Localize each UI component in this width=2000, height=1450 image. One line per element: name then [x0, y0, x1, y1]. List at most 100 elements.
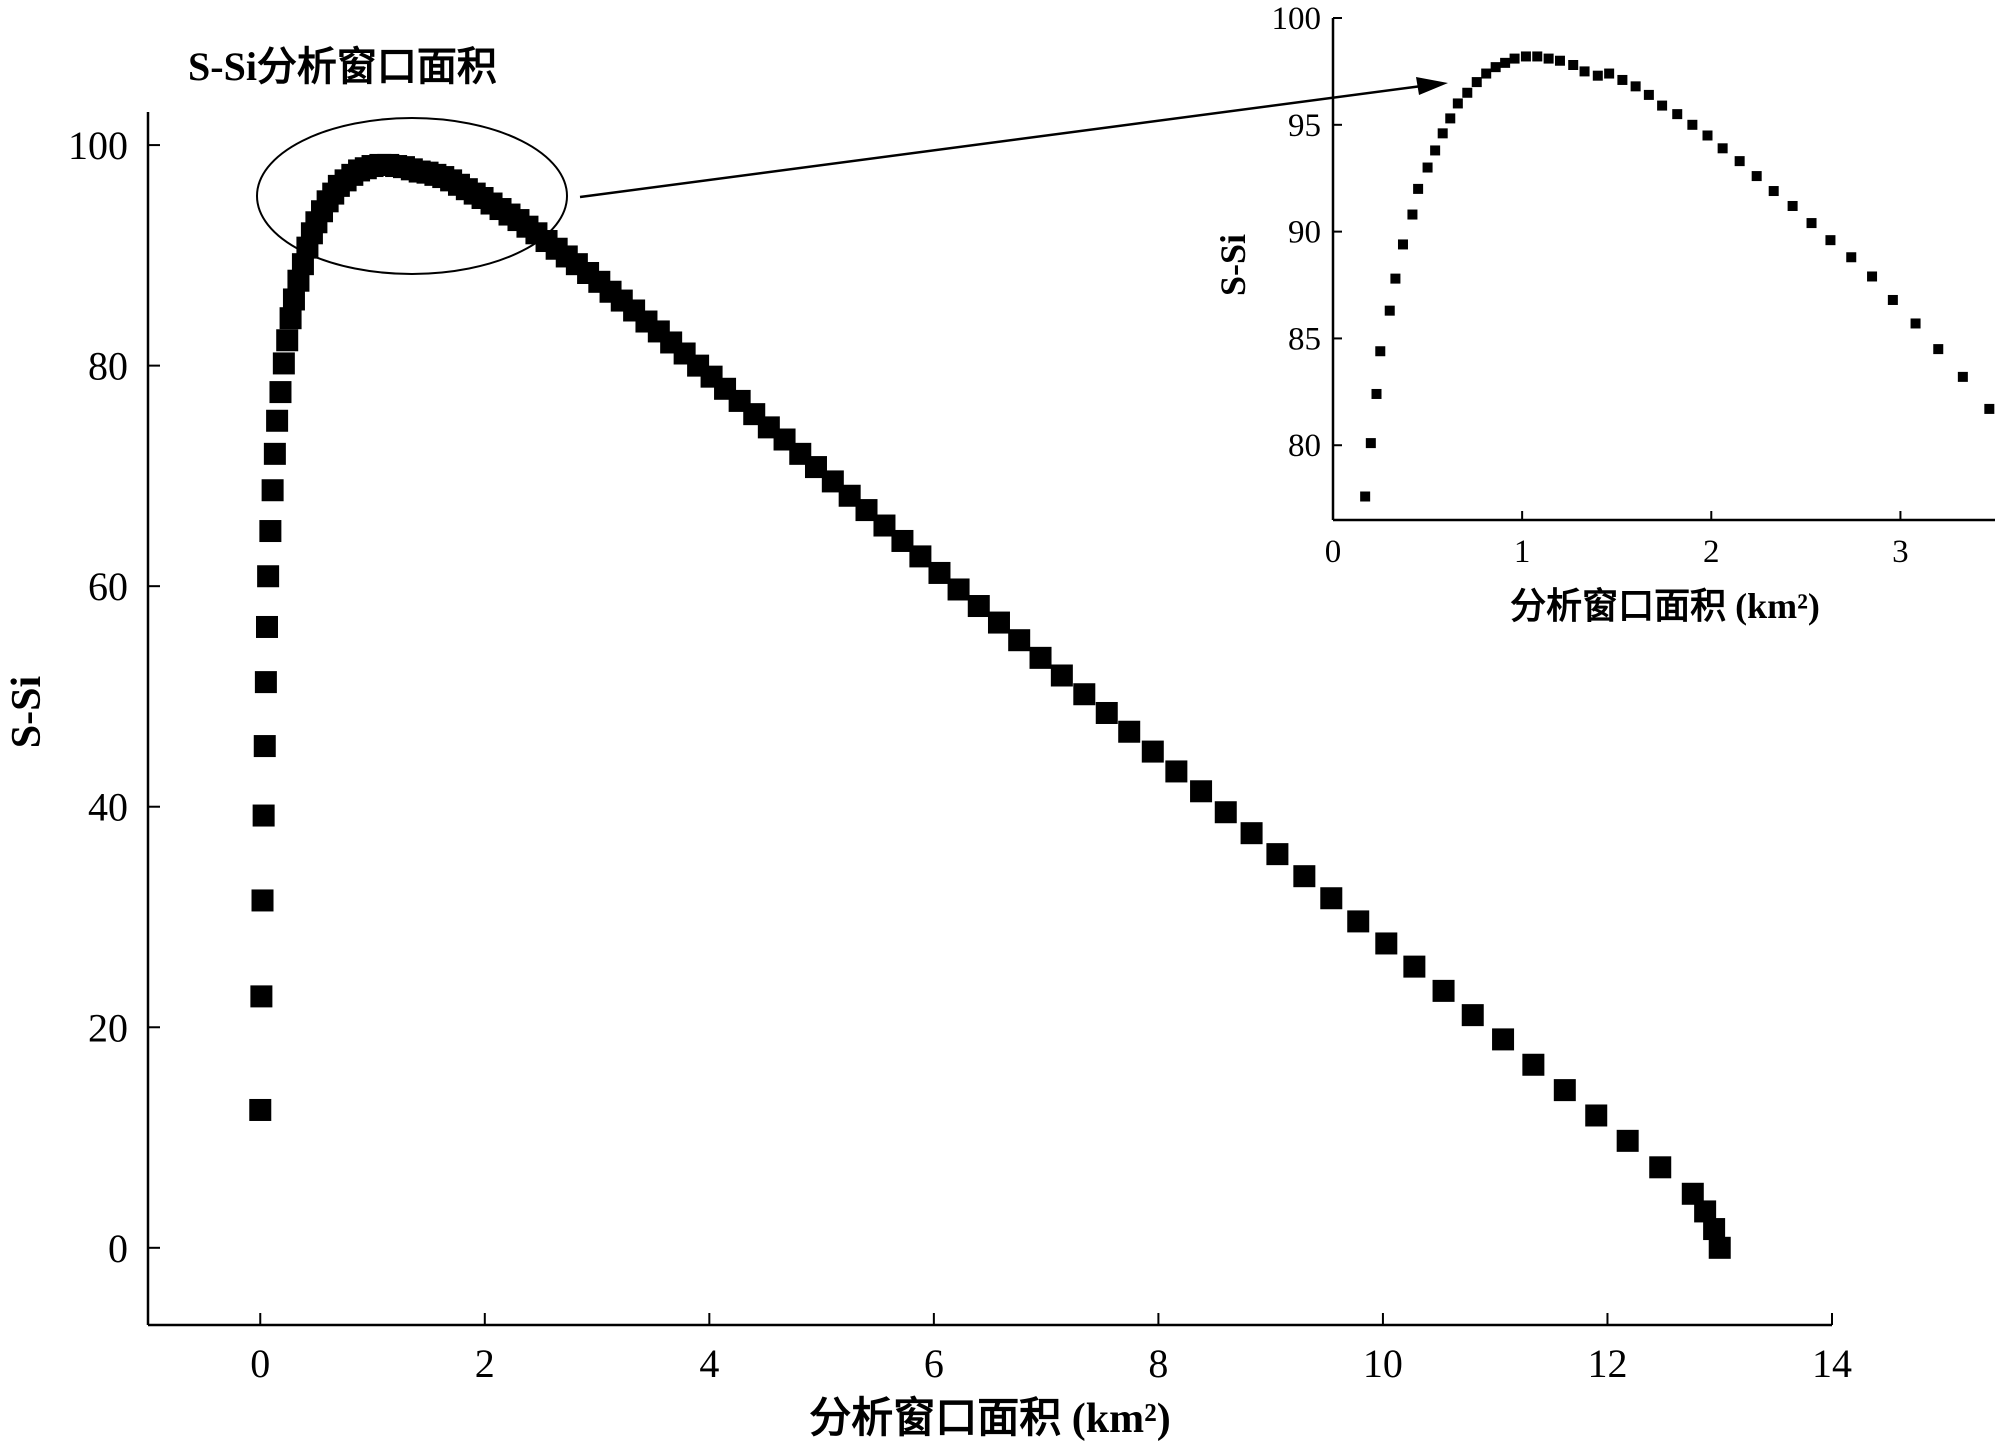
main-data-point: [1492, 1028, 1515, 1051]
inset-data-point: [1407, 209, 1418, 220]
main-x-tick-label: 14: [1812, 1341, 1852, 1386]
main-data-point: [967, 595, 990, 618]
inset-data-point: [1360, 491, 1371, 502]
inset-data-point: [1462, 87, 1473, 98]
main-data-point: [987, 611, 1010, 634]
inset-data-point: [1579, 66, 1590, 77]
main-y-tick-label: 60: [88, 564, 128, 609]
main-data-point: [287, 269, 310, 292]
main-data-point: [928, 561, 951, 584]
main-data-point: [256, 615, 279, 638]
inset-data-point: [1543, 53, 1554, 64]
main-data-point: [1708, 1236, 1731, 1259]
main-data-point: [1703, 1218, 1726, 1241]
inset-data-point: [1532, 51, 1543, 62]
main-y-tick-label: 100: [68, 123, 128, 168]
main-data-point: [909, 545, 932, 568]
inset-x-axis-title: 分析窗口面积 (km²): [1510, 586, 1820, 626]
inset-data-point: [1520, 51, 1531, 62]
inset-data-point: [1437, 128, 1448, 139]
inset-data-point: [1657, 100, 1668, 111]
main-data-point: [266, 409, 289, 432]
main-data-point: [249, 1098, 272, 1121]
main-data-point: [1681, 1182, 1704, 1205]
inset-data-point: [1643, 89, 1654, 100]
main-data-points: [249, 153, 1731, 1259]
inset-data-point: [1413, 183, 1424, 194]
main-x-tick-label: 6: [924, 1341, 944, 1386]
inset-data-point: [1787, 200, 1798, 211]
main-chart-title: S-Si分析窗口面积: [188, 44, 497, 89]
inset-data-point: [1984, 403, 1995, 414]
inset-y-ticks: 80 85 90 95 100: [1272, 1, 1342, 464]
inset-data-point: [1375, 346, 1386, 357]
inset-x-tick-label: 1: [1514, 534, 1531, 570]
main-y-ticks: 0 20 40 60 80 100: [68, 123, 160, 1271]
peak-highlight-ellipse: [256, 117, 568, 275]
inset-data-point: [1702, 130, 1713, 141]
inset-data-point: [1481, 68, 1492, 79]
main-data-point: [1694, 1200, 1717, 1223]
main-y-tick-label: 0: [108, 1226, 128, 1271]
inset-x-ticks: 0 1 2 3: [1325, 511, 1909, 570]
main-data-point: [259, 520, 282, 543]
inset-data-point: [1672, 109, 1683, 120]
inset-y-tick-label: 80: [1288, 428, 1321, 464]
main-x-tick-label: 2: [475, 1341, 495, 1386]
main-data-point: [1050, 664, 1073, 687]
inset-data-point: [1717, 143, 1728, 154]
main-data-point: [250, 985, 273, 1008]
inset-data-point: [1604, 68, 1615, 79]
inset-data-point: [1422, 162, 1433, 173]
inset-data-point: [1867, 271, 1878, 282]
inset-data-point: [1397, 239, 1408, 250]
inset-data-point: [1490, 62, 1501, 73]
inset-data-point: [1617, 74, 1628, 85]
main-data-point: [253, 735, 276, 758]
inset-y-tick-label: 100: [1272, 1, 1322, 37]
main-data-point: [947, 578, 970, 601]
main-x-tick-label: 12: [1587, 1341, 1627, 1386]
main-data-point: [269, 381, 292, 404]
main-data-point: [1293, 865, 1316, 888]
inset-data-point: [1371, 388, 1382, 399]
inset-data-point: [1390, 273, 1401, 284]
main-data-point: [1095, 701, 1118, 724]
main-y-axis-title: S-Si: [4, 675, 50, 748]
callout-arrow-line: [579, 84, 1423, 199]
main-data-point: [1403, 955, 1426, 978]
inset-data-point: [1592, 70, 1603, 81]
inset-data-point: [1933, 344, 1944, 355]
inset-chart: 80 85 90 95 100 0 1 2 3 S-Si 分析窗口面积 (km²): [1213, 1, 1995, 626]
main-data-point: [279, 307, 302, 330]
inset-data-point: [1734, 156, 1745, 167]
main-x-ticks: 0 2 4 6 8 10 12 14: [250, 1313, 1852, 1386]
main-data-point: [1118, 720, 1141, 743]
inset-y-tick-label: 95: [1288, 108, 1321, 144]
main-x-axis-title: 分析窗口面积 (km²): [809, 1395, 1170, 1442]
inset-data-point: [1846, 252, 1857, 263]
main-data-point: [276, 329, 299, 352]
inset-data-point: [1430, 145, 1441, 156]
main-data-point: [1461, 1004, 1484, 1027]
main-data-point: [891, 529, 914, 552]
inset-data-points: [1360, 51, 1995, 502]
main-x-tick-label: 0: [250, 1341, 270, 1386]
main-data-point: [1141, 740, 1164, 763]
main-data-point: [804, 456, 827, 479]
main-y-tick-label: 80: [88, 344, 128, 389]
main-data-point: [1240, 822, 1263, 845]
main-data-point: [1375, 932, 1398, 955]
inset-data-point: [1500, 57, 1511, 68]
inset-data-point: [1365, 438, 1376, 449]
main-data-point: [251, 889, 274, 912]
inset-y-tick-label: 90: [1288, 215, 1321, 251]
inset-x-tick-label: 2: [1703, 534, 1720, 570]
main-y-tick-label: 40: [88, 785, 128, 830]
main-data-point: [1165, 760, 1188, 783]
main-data-point: [1553, 1079, 1576, 1102]
main-data-point: [252, 804, 275, 827]
main-data-point: [855, 499, 878, 522]
inset-data-point: [1687, 119, 1698, 130]
